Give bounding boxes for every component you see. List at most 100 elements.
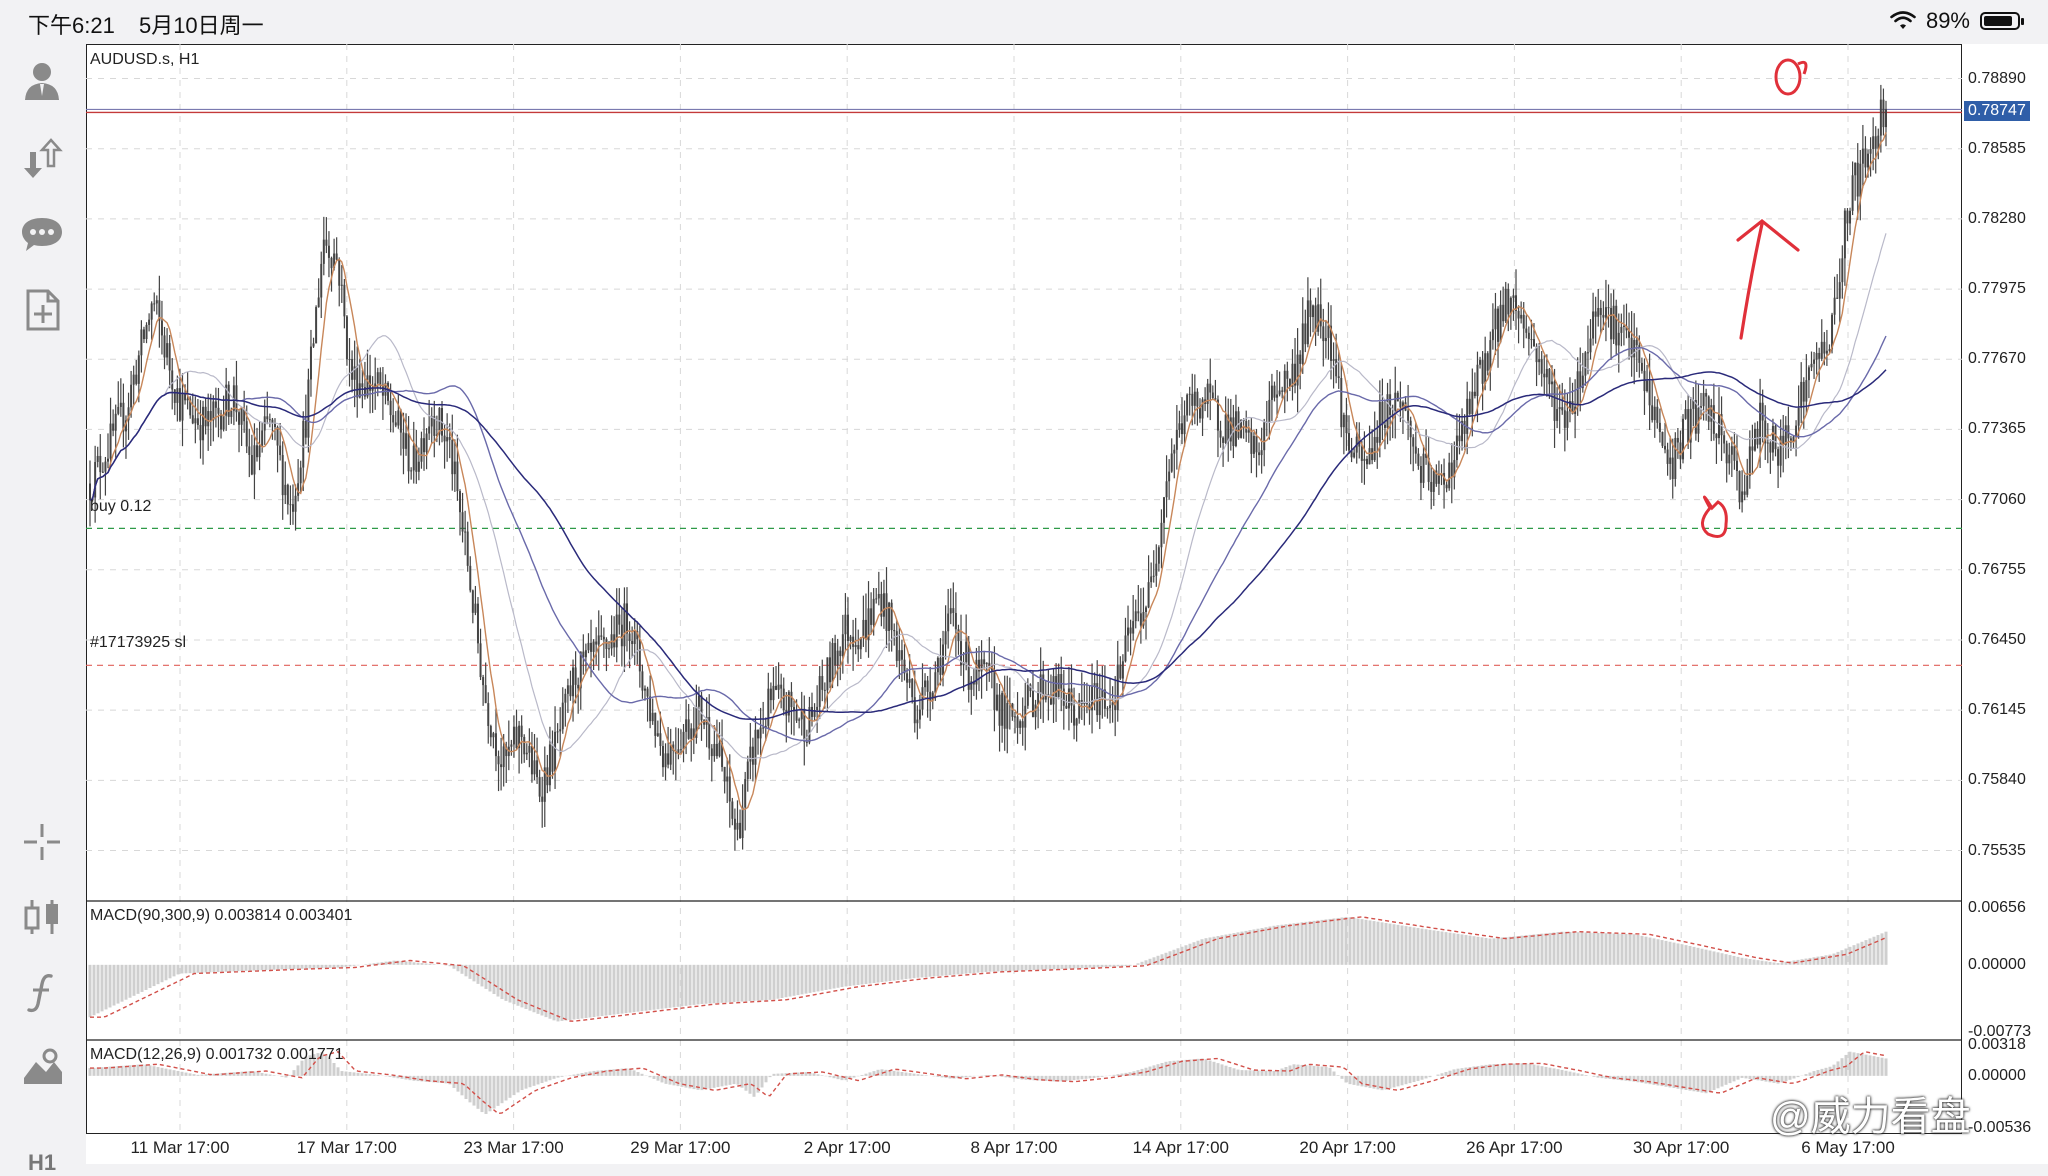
price-axis[interactable]: 0.78890 0.78585 0.78280 0.77975 0.77670 0.773… [1962, 44, 2048, 1136]
candle-body [1139, 613, 1142, 626]
candle-body [1299, 354, 1302, 364]
candle-body [1383, 424, 1386, 428]
candle-body [181, 393, 184, 421]
candle-body [1751, 446, 1754, 451]
candle-body [608, 648, 611, 650]
crosshair-icon[interactable] [18, 818, 66, 866]
candle-body [828, 657, 831, 683]
candle-body [708, 716, 711, 749]
candle-body [1263, 422, 1266, 451]
candle-body [281, 455, 284, 496]
candle-body [1322, 326, 1325, 342]
candle-body [1877, 135, 1880, 149]
candle-body [1527, 332, 1530, 340]
candle-body [1599, 307, 1602, 315]
candle-body [1448, 462, 1451, 489]
macd1-histogram [88, 916, 1888, 1022]
candle-body [1178, 423, 1181, 430]
candle-body [916, 719, 919, 724]
macd-tick-label: 0.00318 [1968, 1036, 2026, 1054]
status-bar: 下午6:21 5月10日周一 89% [0, 0, 2048, 42]
candle-body [1353, 452, 1356, 458]
candle-body [1116, 664, 1119, 711]
chart-type-icon[interactable] [18, 892, 66, 940]
candle-body [338, 259, 341, 286]
candle-body [261, 430, 264, 446]
candle-body [1784, 425, 1787, 445]
candle-body [1091, 686, 1094, 711]
candle-body [1376, 436, 1379, 443]
candle-body [1491, 329, 1494, 341]
candle-body [957, 629, 960, 642]
candle-body [1062, 688, 1065, 706]
candle-body [970, 681, 973, 690]
candle-body [918, 709, 921, 720]
objects-icon[interactable] [18, 1044, 66, 1092]
candle-body [836, 650, 839, 666]
candle-body [243, 408, 246, 422]
candle-body [1628, 330, 1631, 338]
candle-body [1843, 210, 1846, 259]
candle-body [189, 398, 192, 416]
candle-body [1586, 352, 1589, 354]
candle-body [677, 749, 680, 754]
account-icon[interactable] [18, 56, 66, 104]
time-tick-label: 17 Mar 17:00 [296, 1138, 397, 1157]
candle-body [1247, 430, 1250, 433]
candle-body [1515, 295, 1518, 311]
candle-body [402, 432, 405, 449]
chat-icon[interactable] [18, 210, 66, 258]
new-order-icon[interactable] [18, 286, 66, 334]
candle-body [1363, 458, 1366, 461]
candle-body [132, 374, 135, 385]
indicator-icon[interactable] [18, 968, 66, 1016]
candle-body [1885, 109, 1887, 128]
candle-body [155, 300, 158, 304]
candle-body [710, 748, 713, 757]
candle-body [1550, 381, 1553, 385]
candle-body [803, 708, 806, 742]
candle-body [826, 657, 829, 691]
candle-body [1360, 446, 1363, 461]
candle-body [130, 384, 133, 408]
candle-body [1306, 300, 1309, 345]
candle-body [1579, 371, 1582, 389]
candle-body [1291, 363, 1294, 388]
candle-body [556, 731, 559, 733]
candle-body [1615, 305, 1618, 346]
candle-body [1067, 688, 1070, 709]
candle-body [1399, 401, 1402, 408]
candle-body [1486, 353, 1489, 371]
candle-body [1566, 411, 1569, 428]
candle-body [1252, 435, 1255, 454]
candle-body [1735, 460, 1738, 472]
candle-body [1222, 437, 1225, 443]
time-tick-label: 29 Mar 17:00 [630, 1138, 731, 1157]
chart-canvas[interactable]: AUDUSD.s, H1 buy 0.12 #17173925 sl MACD(… [86, 44, 1962, 1134]
candle-body [572, 667, 575, 697]
candle-body [453, 461, 456, 475]
candle-body [1643, 370, 1646, 392]
candle-body [1024, 705, 1027, 728]
candle-body [1484, 353, 1487, 384]
candle-body [554, 731, 557, 772]
candle-body [877, 593, 880, 599]
candle-body [895, 631, 898, 661]
candle-body [1296, 354, 1299, 386]
candle-body [816, 706, 819, 711]
candle-body [1317, 304, 1320, 332]
candle-body [1450, 462, 1453, 478]
trade-icon[interactable] [18, 134, 66, 182]
candle-body [1214, 398, 1217, 400]
candle-body [1347, 433, 1350, 451]
timeframe-button[interactable]: H1 [27, 1150, 57, 1175]
candle-body [1612, 305, 1615, 340]
candle-body [867, 608, 870, 641]
candle-body [1759, 402, 1762, 445]
time-axis[interactable]: 11 Mar 17:00 17 Mar 17:00 23 Mar 17:00 29 M… [86, 1134, 2048, 1164]
candle-body [1594, 311, 1597, 317]
candle-body [1327, 325, 1330, 338]
macd-tick-label: 0.00000 [1968, 1066, 2026, 1084]
candle-body [1700, 406, 1703, 408]
candle-body [1021, 721, 1024, 728]
